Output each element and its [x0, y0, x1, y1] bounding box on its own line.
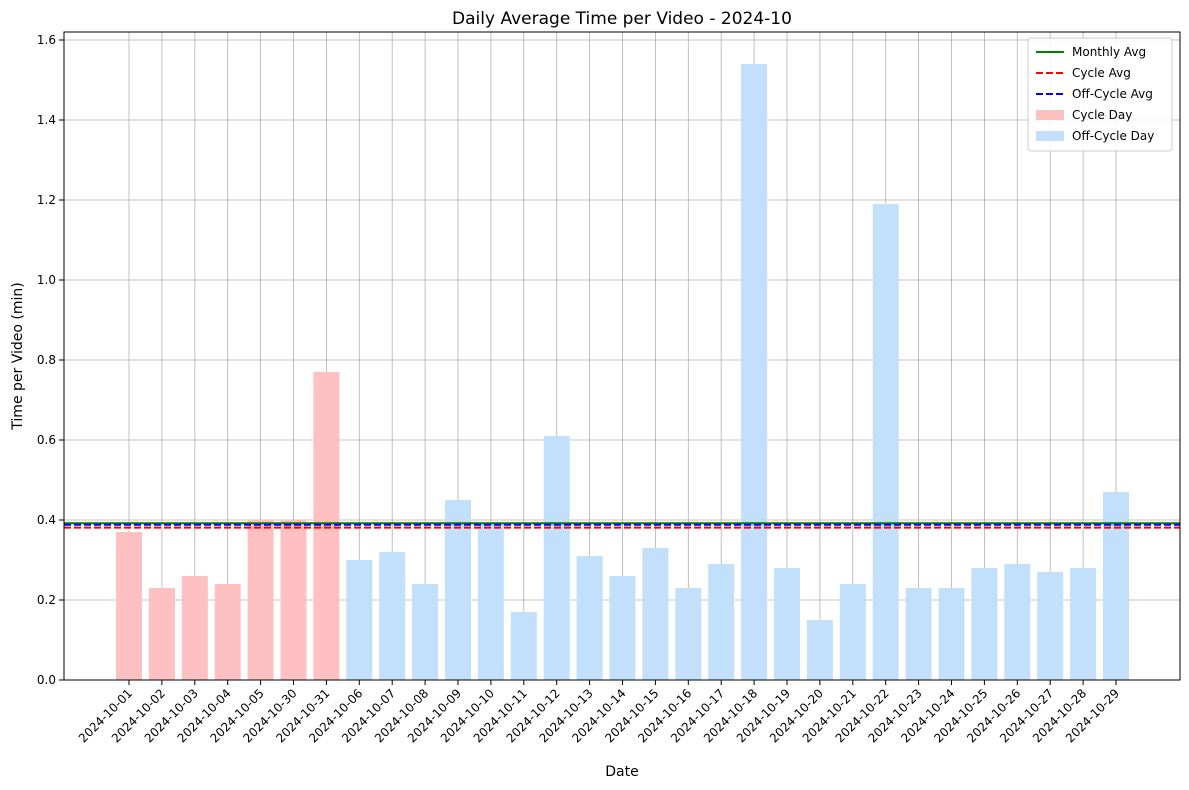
bar-off-cycle-day [1037, 572, 1064, 680]
bar-cycle-day [181, 576, 208, 680]
y-tick-label: 0.4 [37, 513, 56, 527]
line-layer [64, 522, 1180, 529]
bar-off-cycle-day [675, 588, 702, 680]
chart-title: Daily Average Time per Video - 2024-10 [452, 9, 792, 29]
bar-off-cycle-day [477, 524, 504, 680]
bar-off-cycle-day [346, 560, 373, 680]
legend-swatch-cycle-day [1036, 110, 1064, 120]
bar-cycle-day [148, 588, 175, 680]
bar-cycle-day [247, 520, 274, 680]
bar-off-cycle-day [708, 564, 735, 680]
x-axis-label: Date [605, 764, 638, 780]
bar-off-cycle-day [905, 588, 932, 680]
bar-off-cycle-day [741, 64, 768, 680]
bar-cycle-day [313, 372, 340, 680]
bar-off-cycle-day [576, 556, 603, 680]
y-tick-label: 1.0 [37, 273, 56, 287]
bar-off-cycle-day [412, 584, 439, 680]
legend: Monthly Avg Cycle Avg Off-Cycle Avg Cycle D… [1027, 37, 1173, 152]
bar-off-cycle-day [510, 612, 537, 680]
bar-off-cycle-day [609, 576, 636, 680]
legend-box [1027, 37, 1173, 152]
bar-off-cycle-day [445, 500, 471, 680]
y-tick-label: 1.2 [37, 193, 56, 207]
bar-off-cycle-day [872, 204, 899, 680]
legend-label-monthly-avg: Monthly Avg [1072, 45, 1146, 59]
bar-cycle-day [214, 584, 241, 680]
bar-off-cycle-day [1103, 492, 1129, 680]
bar-off-cycle-day [839, 584, 866, 680]
bar-off-cycle-day [543, 436, 570, 680]
bar-off-cycle-day [806, 620, 833, 680]
bar-off-cycle-day [938, 588, 965, 680]
legend-label-cycle-day: Cycle Day [1072, 108, 1132, 122]
bar-cycle-day [116, 532, 142, 680]
y-tick-label: 0.0 [37, 673, 56, 687]
legend-label-off-cycle-avg: Off-Cycle Avg [1072, 87, 1153, 101]
y-tick-label: 0.6 [37, 433, 56, 447]
bar-cycle-day [280, 520, 307, 680]
bar-off-cycle-day [1004, 564, 1031, 680]
bar-layer [116, 64, 1129, 680]
legend-swatch-off-cycle-day [1036, 131, 1064, 141]
bar-off-cycle-day [971, 568, 998, 680]
legend-label-off-cycle-day: Off-Cycle Day [1072, 129, 1154, 143]
bar-off-cycle-day [774, 568, 800, 680]
legend-label-cycle-avg: Cycle Avg [1072, 66, 1131, 80]
y-tick-label: 1.6 [37, 33, 56, 47]
bar-off-cycle-day [1070, 568, 1097, 680]
y-tick-label: 1.4 [37, 113, 56, 127]
y-tick-label: 0.2 [37, 593, 56, 607]
y-axis-label: Time per Video (min) [10, 282, 26, 430]
bar-off-cycle-day [379, 552, 406, 680]
y-tick-label: 0.8 [37, 353, 56, 367]
bar-off-cycle-day [642, 548, 669, 680]
